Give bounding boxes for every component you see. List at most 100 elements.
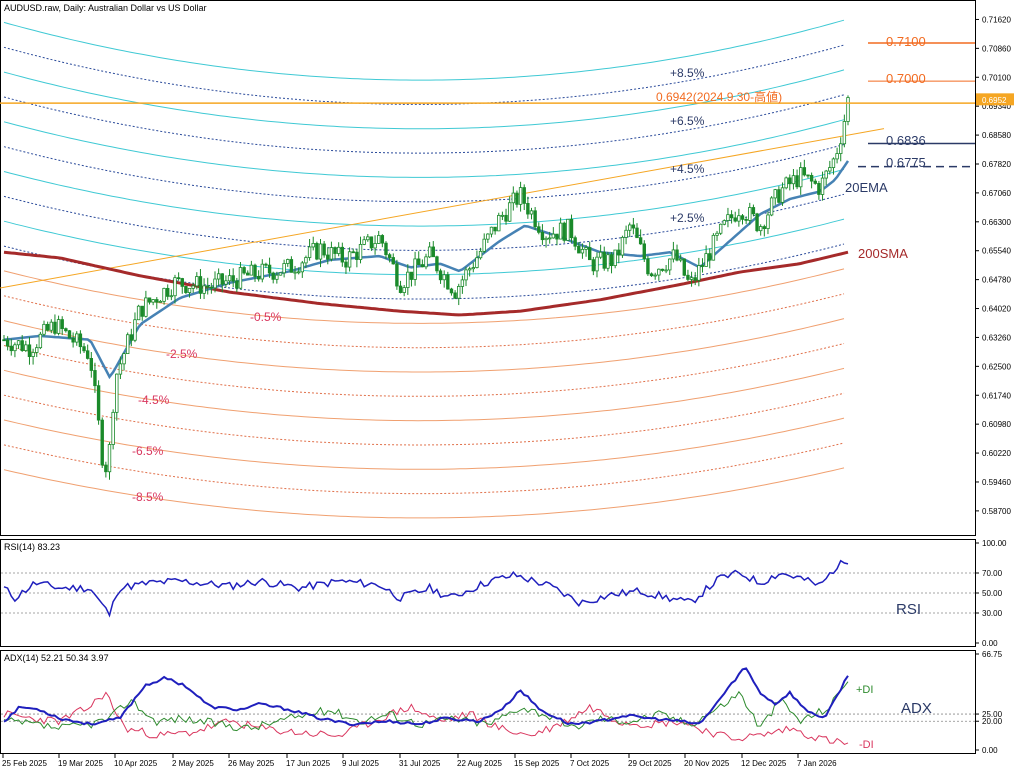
- adx-axis-label: 20.00: [982, 717, 1003, 726]
- candle-body: [620, 236, 625, 256]
- candle-body: [224, 280, 228, 285]
- candle-body: [42, 323, 46, 335]
- candle-body: [122, 353, 126, 365]
- band-line: [3, 94, 845, 154]
- candle-body: [311, 242, 315, 248]
- candle-body: [85, 350, 90, 359]
- band-label-m45: -4.5%: [138, 393, 170, 407]
- candle-body: [333, 247, 337, 254]
- plus-di-label: +DI: [856, 684, 873, 696]
- candle-body: [2, 339, 6, 342]
- candle-body: [304, 257, 308, 264]
- candle-body: [256, 276, 261, 280]
- candle-body: [336, 246, 341, 254]
- candle-body: [427, 246, 432, 258]
- minus-di-line: [3, 691, 849, 745]
- candle-body: [20, 340, 24, 351]
- candle-body: [93, 370, 97, 387]
- band-label-m65: -6.5%: [132, 444, 164, 458]
- price-axis-label: 0.63260: [982, 333, 1011, 342]
- candle-body: [646, 258, 650, 275]
- candle-body: [668, 258, 672, 271]
- candle-body: [358, 244, 363, 260]
- candle-body: [711, 234, 716, 261]
- candle-body: [9, 345, 13, 352]
- candle-body: [100, 419, 104, 466]
- candle-body: [777, 189, 781, 203]
- candle-body: [38, 333, 43, 349]
- candle-body: [355, 251, 359, 260]
- candle-body: [817, 183, 821, 195]
- sma-label: 200SMA: [858, 246, 908, 261]
- candle-body: [253, 264, 257, 277]
- adx-title: ADX(14) 52.21 50.34 3.97: [4, 653, 109, 663]
- band-line: [3, 467, 845, 519]
- candle-body: [533, 210, 537, 228]
- ema-label: 20EMA: [845, 180, 888, 195]
- candle-body: [406, 271, 410, 288]
- candle-body: [635, 227, 639, 239]
- candle-body: [115, 373, 119, 413]
- time-axis: 25 Feb 2025 19 Mar 2025 10 Apr 2025 2 May 2…: [2, 754, 837, 768]
- band-line: [3, 367, 845, 422]
- time-axis-label: 19 Mar 2025: [58, 759, 103, 768]
- candle-body: [133, 319, 137, 341]
- candle-body: [166, 287, 170, 297]
- time-axis-label: 20 Nov 2025: [684, 759, 730, 768]
- candle-body: [235, 280, 239, 289]
- price-axis-label: 0.69340: [982, 102, 1011, 111]
- band-line: [3, 318, 845, 373]
- rsi-axis-label: 100.00: [982, 539, 1007, 548]
- candle-body: [151, 299, 155, 303]
- rsi-axis-label: 50.00: [982, 589, 1003, 598]
- candle-body: [347, 251, 352, 268]
- horizontal-levels: [0, 42, 975, 168]
- time-axis-label: 17 Jun 2025: [286, 759, 331, 768]
- candle-body: [486, 233, 490, 240]
- band-label-p85: +8.5%: [670, 66, 705, 80]
- price-axis-label: 0.64020: [982, 305, 1011, 314]
- candle-body: [682, 258, 686, 276]
- candle-body: [609, 254, 614, 267]
- price-axis-label: 0.67060: [982, 189, 1011, 198]
- candle-body: [398, 285, 403, 293]
- candle-body: [773, 189, 777, 199]
- price-axis-label: 0.59460: [982, 478, 1011, 487]
- time-axis-label: 25 Feb 2025: [2, 759, 47, 768]
- band-line: [3, 193, 845, 251]
- candle-body: [326, 254, 330, 260]
- candle-body: [628, 224, 632, 231]
- band-line: [3, 343, 845, 397]
- candle-body: [660, 268, 665, 271]
- candle-body: [522, 187, 526, 204]
- candle-body: [380, 235, 385, 244]
- candle-body: [107, 444, 112, 473]
- candle-body: [344, 261, 348, 268]
- candle-body: [602, 251, 606, 269]
- candle-body: [751, 207, 756, 215]
- rsi-axis-label: 30.00: [982, 609, 1003, 618]
- candle-body: [715, 232, 719, 236]
- candle-body: [147, 297, 152, 303]
- current-price-text: 0.6952: [982, 96, 1007, 105]
- current-price-tag: [976, 93, 1014, 106]
- adx-axis-label: 0.00: [982, 746, 998, 755]
- candle-body: [424, 256, 428, 268]
- candle-body: [799, 167, 803, 188]
- candle-body: [293, 271, 297, 274]
- band-line: [3, 293, 845, 349]
- candle-body: [584, 247, 588, 250]
- candle-body: [16, 340, 21, 346]
- candle-body: [737, 215, 741, 222]
- candle-body: [664, 269, 668, 272]
- candle-body: [417, 258, 421, 265]
- time-axis-label: 7 Jan 2026: [797, 759, 837, 768]
- candle-body: [71, 337, 75, 343]
- price-axis-label: 0.64780: [982, 276, 1011, 285]
- candle-body: [246, 272, 250, 276]
- level-label-7000: 0.7000: [886, 71, 926, 86]
- candle-body: [35, 347, 39, 353]
- candle-body: [278, 272, 283, 276]
- candle-body: [369, 236, 374, 249]
- candle-body: [438, 270, 443, 281]
